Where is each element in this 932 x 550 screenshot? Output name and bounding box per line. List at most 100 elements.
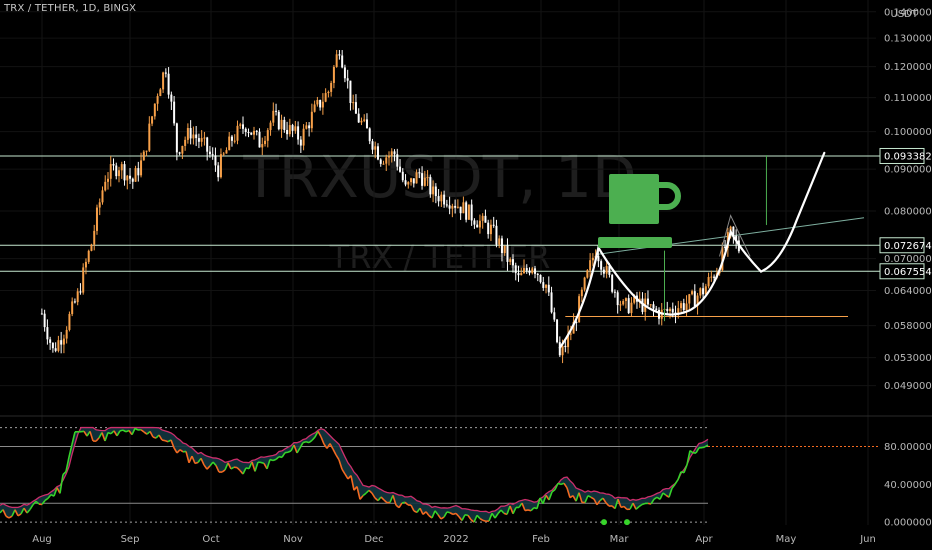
candle-body xyxy=(142,151,145,161)
candle-body xyxy=(622,301,625,305)
candle-body xyxy=(255,130,258,132)
candle-body xyxy=(669,308,672,312)
candle-body xyxy=(76,291,79,303)
stoch-d-line xyxy=(0,426,709,514)
stoch-k-segment xyxy=(617,498,622,508)
stoch-k-segment xyxy=(311,436,316,441)
candle-body xyxy=(578,296,581,323)
price-tick-label: 0.110000 xyxy=(884,93,932,104)
stoch-k-segment xyxy=(434,510,439,516)
stoch-k-segment xyxy=(170,439,175,449)
stoch-k-segment xyxy=(161,439,166,442)
candle-body xyxy=(219,154,222,178)
stoch-rsi-pane xyxy=(0,426,880,526)
stoch-k-segment xyxy=(668,487,673,498)
candle-body xyxy=(93,230,96,245)
stoch-k-segment xyxy=(440,516,445,520)
stoch-k-segment xyxy=(500,509,505,514)
candle-body xyxy=(619,304,622,306)
stoch-k-segment xyxy=(368,489,373,494)
candle-body xyxy=(704,286,707,295)
candle-body xyxy=(729,226,732,233)
price-label-box[interactable] xyxy=(879,147,925,164)
stoch-k-segment xyxy=(653,496,658,500)
candle-body xyxy=(266,130,269,141)
candle-body xyxy=(286,129,289,135)
chart-title: TRX / TETHER, 1D, BINGX xyxy=(4,3,137,14)
cup-and-handle-path[interactable] xyxy=(558,151,826,349)
stoch-k-segment xyxy=(554,482,559,491)
candle-body xyxy=(456,206,459,208)
stoch-fill xyxy=(0,427,708,523)
time-tick-label: Sep xyxy=(121,534,140,545)
stoch-k-segment xyxy=(314,430,319,438)
candle-body xyxy=(415,172,418,184)
candle-body xyxy=(365,119,368,129)
stoch-k-segment xyxy=(212,461,217,466)
candle-body xyxy=(178,152,181,154)
stoch-k-segment xyxy=(593,498,598,506)
stoch-k-segment xyxy=(332,448,337,456)
price-tick-label: 0.064000 xyxy=(884,286,932,297)
candle-body xyxy=(327,91,330,94)
stoch-k-segment xyxy=(89,431,94,442)
handle-projection[interactable] xyxy=(719,214,751,257)
stoch-k-segment xyxy=(251,461,256,472)
stoch-k-segment xyxy=(701,446,706,449)
candle-body xyxy=(283,119,286,130)
candle-body xyxy=(272,110,275,123)
candle-body xyxy=(671,308,674,313)
time-tick-label: May xyxy=(776,534,797,545)
candle-body xyxy=(583,277,586,290)
stoch-k-segment xyxy=(506,505,511,515)
stoch-signal-dot-0 xyxy=(601,519,607,526)
candle-body xyxy=(71,301,74,315)
stoch-k-segment xyxy=(596,500,601,506)
watermark: TRXUSDT, 1D TRX / TETHER xyxy=(242,143,636,276)
stoch-tick-label: 0.000000 xyxy=(884,518,932,529)
stoch-k-segment xyxy=(35,500,40,505)
stoch-k-segment xyxy=(272,458,277,462)
stoch-tick-label: 80.000000 xyxy=(884,442,932,453)
candle-body xyxy=(46,327,49,340)
price-label-box[interactable] xyxy=(879,263,925,280)
stoch-k-segment xyxy=(188,455,193,464)
stoch-k-segment xyxy=(686,450,691,465)
stoch-k-segment xyxy=(482,519,487,523)
candle-body xyxy=(137,168,140,176)
currency-label: USDT xyxy=(891,9,919,20)
price-label-box[interactable] xyxy=(879,237,925,254)
stoch-k-segment xyxy=(587,495,592,498)
candle-body xyxy=(611,274,614,292)
candle-body xyxy=(666,308,669,312)
candle-body xyxy=(60,340,63,345)
candle-body xyxy=(164,72,167,74)
candle-body xyxy=(536,273,539,275)
stoch-k-segment xyxy=(425,511,430,517)
stoch-k-segment xyxy=(398,502,403,509)
candle-body xyxy=(702,288,705,295)
candle-body xyxy=(374,146,377,150)
candle-body xyxy=(62,338,65,345)
stoch-k-segment xyxy=(356,486,361,500)
candle-body xyxy=(203,137,206,139)
candle-body xyxy=(95,207,98,231)
stoch-k-segment xyxy=(317,430,322,438)
candle-body xyxy=(693,291,696,306)
stoch-k-segment xyxy=(341,468,346,475)
stoch-k-segment xyxy=(350,475,355,491)
price-label-text: 0.072674 xyxy=(884,241,932,252)
stoch-k-segment xyxy=(149,431,154,438)
stoch-k-segment xyxy=(488,513,493,522)
stoch-k-segment xyxy=(122,429,127,433)
candle-body xyxy=(341,55,344,68)
candle-body xyxy=(503,245,506,254)
candle-body xyxy=(476,224,479,228)
stoch-k-segment xyxy=(62,471,67,476)
stoch-k-segment xyxy=(143,431,148,435)
price-tick-label: 0.120000 xyxy=(884,62,932,73)
stoch-k-segment xyxy=(446,511,451,514)
stoch-k-segment xyxy=(206,465,211,470)
stoch-k-segment xyxy=(584,495,589,503)
